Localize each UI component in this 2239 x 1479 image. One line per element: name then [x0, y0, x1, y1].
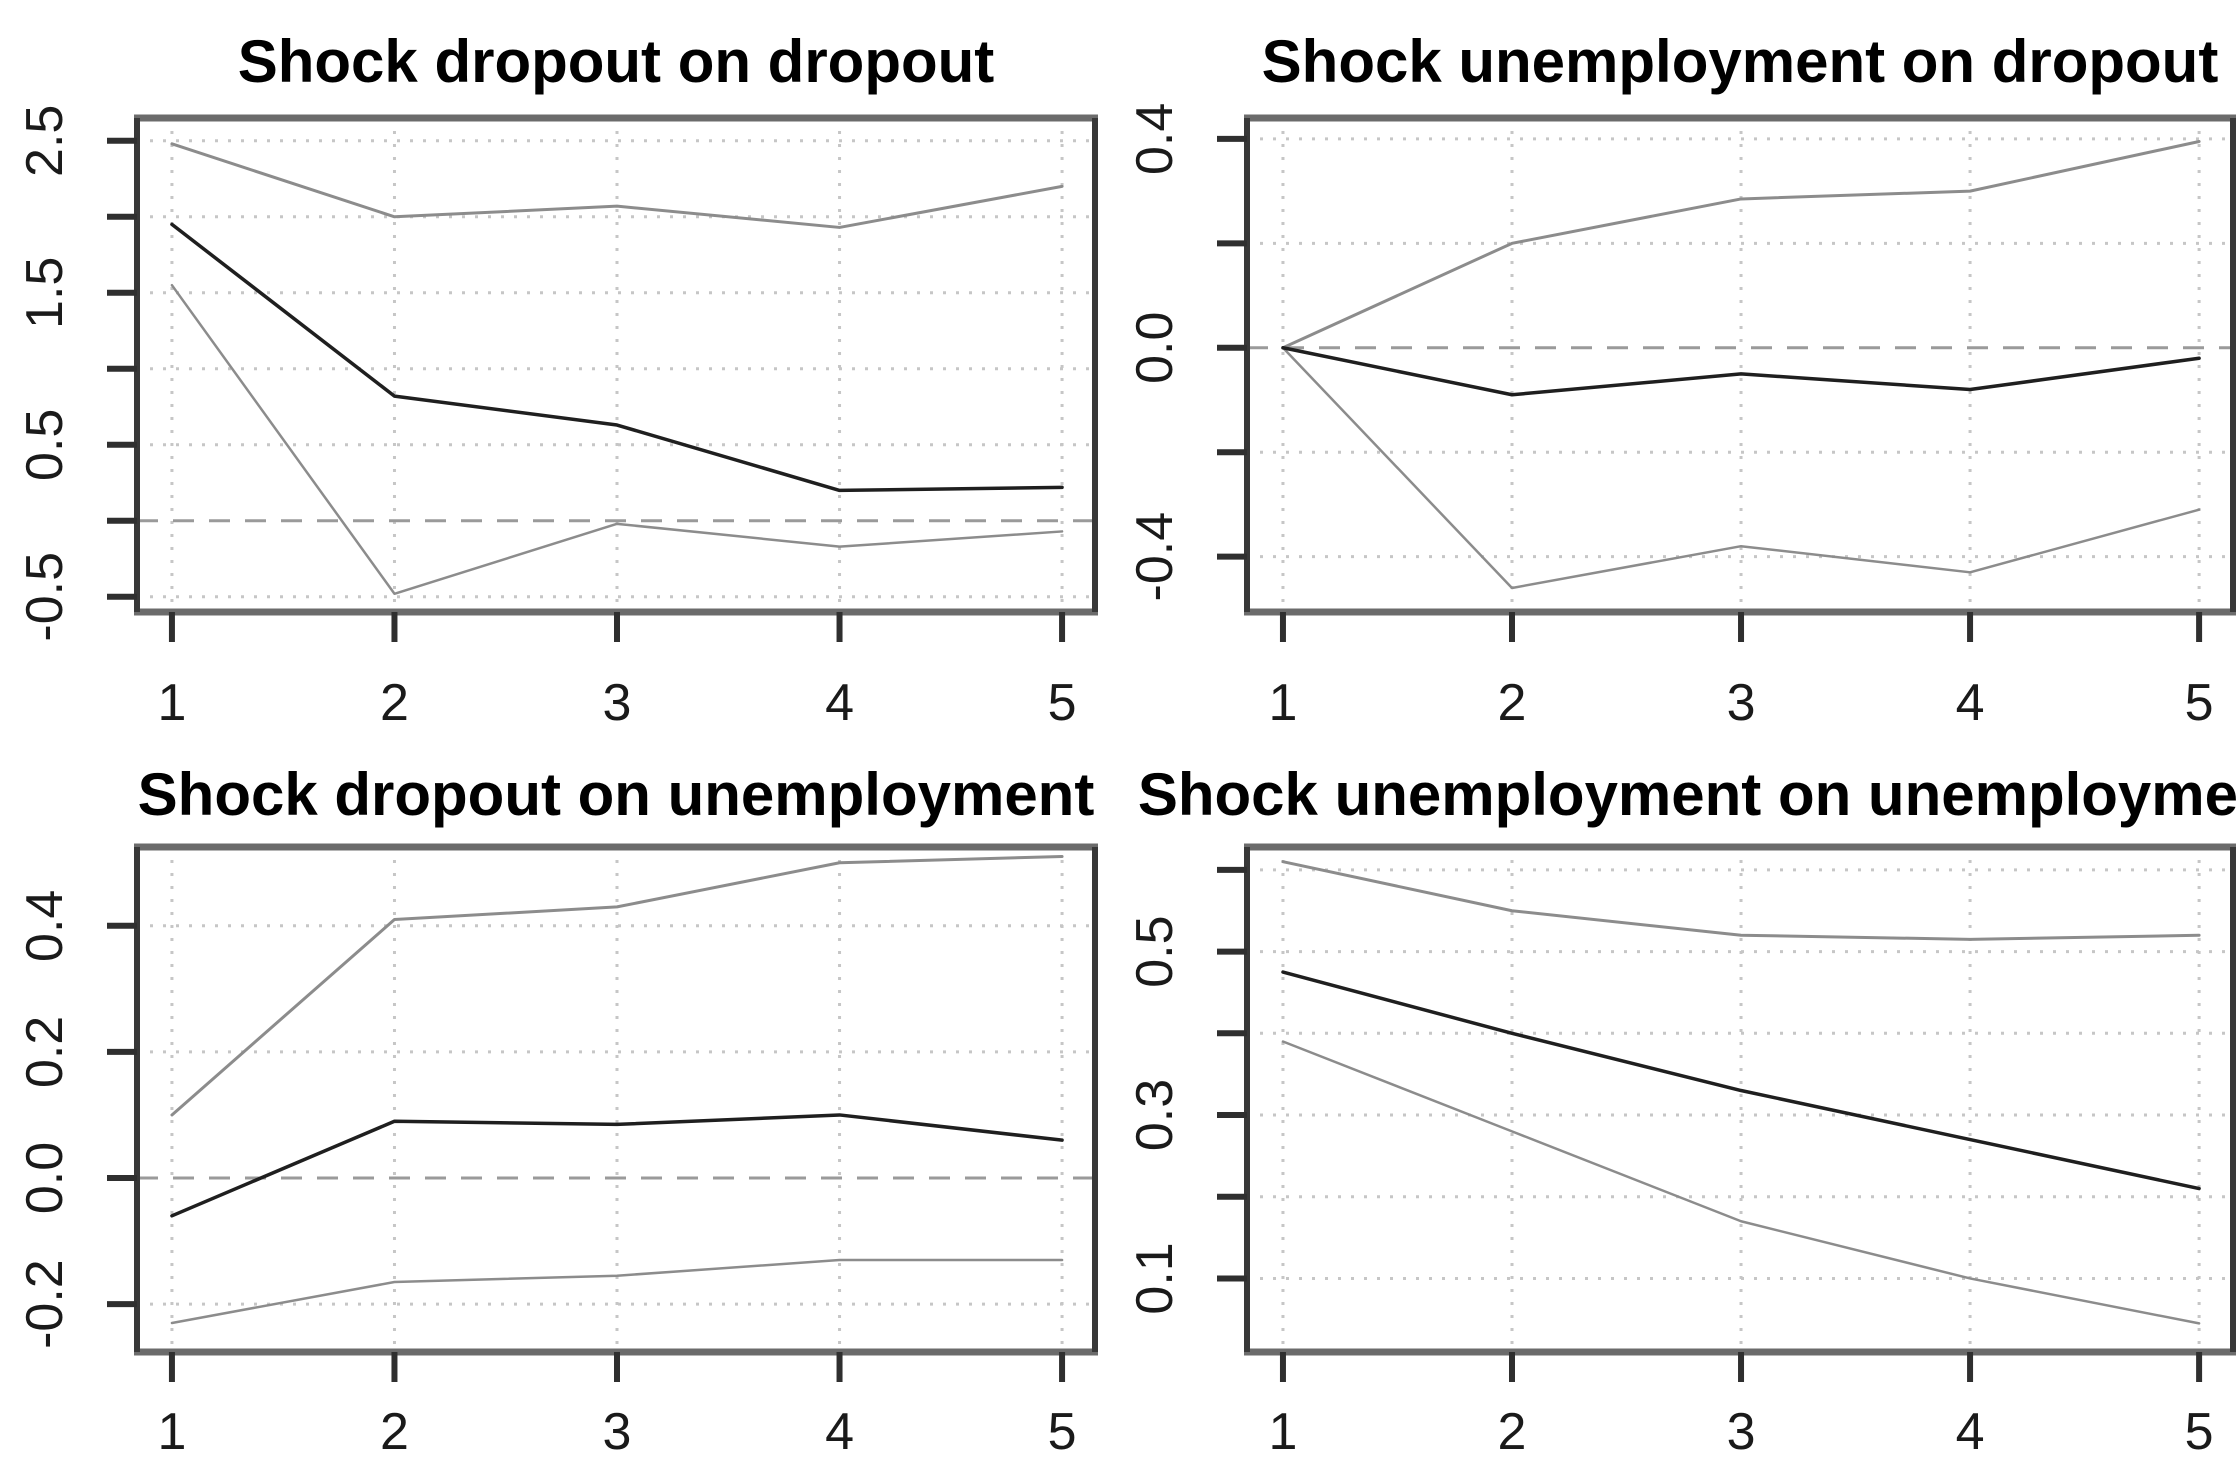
- irf-center-line: [1281, 970, 2201, 1191]
- upper-ci-line: [1281, 860, 2201, 941]
- x-tick-label: 2: [380, 1403, 409, 1461]
- lower-ci-line: [170, 1258, 1064, 1325]
- panel-title: Shock unemployment on dropout: [1262, 28, 2219, 95]
- x-tick-label: 5: [1048, 1403, 1077, 1461]
- panel-shock-unemployment-on-unemployment: 0.1 0.3 0.5 1 2 3 4 5 Shock unemployment on une…: [1126, 761, 2238, 1461]
- x-tick-label: 5: [2185, 1403, 2214, 1461]
- panel-shock-unemployment-on-dropout: -0.4 0.0 0.4 1 2 3 4 5 Shock unemployment on dr…: [1126, 28, 2236, 732]
- y-tick-label: -0.2: [16, 1259, 74, 1349]
- y-tick-label: 0.5: [1126, 915, 1184, 987]
- irf-center-line: [170, 1113, 1064, 1218]
- plot-area-shock-unemployment-on-unemployment: 0.1 0.3 0.5 1 2 3 4 5: [1126, 843, 2236, 1461]
- y-tick-label: -0.4: [1126, 512, 1184, 602]
- y-tick-label: 0.4: [1126, 103, 1184, 175]
- y-tick-label: 0.5: [16, 409, 74, 481]
- x-tick-label: 2: [1498, 1403, 1527, 1461]
- x-tick-label: 4: [1956, 674, 1985, 732]
- panel-title: Shock unemployment on unemployme: [1138, 761, 2238, 828]
- y-tick-label: 0.1: [1126, 1242, 1184, 1314]
- panel-title: Shock dropout on unemployment: [138, 761, 1095, 828]
- upper-ci-line: [1281, 139, 2201, 350]
- x-tick-label: 4: [825, 674, 854, 732]
- x-tick-label: 1: [157, 674, 186, 732]
- plot-area-shock-dropout-on-unemployment: -0.2 0.0 0.2 0.4 1 2 3 4 5: [16, 843, 1098, 1461]
- x-tick-label: 3: [603, 674, 632, 732]
- x-tick-label: 1: [1268, 674, 1297, 732]
- y-tick-label: -0.5: [16, 552, 74, 642]
- y-tick-label: 0.0: [1126, 312, 1184, 384]
- y-tick-label: 2.5: [16, 105, 74, 177]
- x-tick-label: 3: [1727, 674, 1756, 732]
- y-tick-label: 0.2: [16, 1016, 74, 1088]
- irf-center-line: [170, 222, 1064, 493]
- plot-area-shock-dropout-on-dropout: -0.5 0.5 1.5 2.5 1 2 3 4 5: [16, 105, 1098, 732]
- panel-shock-dropout-on-dropout: -0.5 0.5 1.5 2.5 1 2 3 4 5 Shock dropout on drop…: [16, 28, 1098, 732]
- plot-area-shock-unemployment-on-dropout: -0.4 0.0 0.4 1 2 3 4 5: [1126, 103, 2236, 732]
- lower-ci-line: [1281, 346, 2201, 590]
- upper-ci-line: [170, 854, 1064, 1117]
- x-tick-label: 2: [380, 674, 409, 732]
- x-tick-label: 4: [1956, 1403, 1985, 1461]
- lower-ci-line: [170, 283, 1064, 596]
- x-tick-label: 4: [825, 1403, 854, 1461]
- x-tick-label: 1: [157, 1403, 186, 1461]
- y-tick-label: 1.5: [16, 257, 74, 329]
- y-tick-label: 0.0: [16, 1142, 74, 1214]
- x-tick-label: 2: [1498, 674, 1527, 732]
- irf-center-line: [1281, 346, 2201, 397]
- x-tick-label: 5: [1048, 674, 1077, 732]
- panel-title: Shock dropout on dropout: [238, 28, 995, 95]
- x-tick-label: 1: [1268, 1403, 1297, 1461]
- lower-ci-line: [1281, 1040, 2201, 1325]
- upper-ci-line: [170, 142, 1064, 229]
- x-tick-label: 5: [2185, 674, 2214, 732]
- x-tick-label: 3: [1727, 1403, 1756, 1461]
- x-tick-label: 3: [603, 1403, 632, 1461]
- y-tick-label: 0.3: [1126, 1079, 1184, 1151]
- y-tick-label: 0.4: [16, 890, 74, 962]
- panel-shock-dropout-on-unemployment: -0.2 0.0 0.2 0.4 1 2 3 4 5 Shock dropout on unem…: [16, 761, 1098, 1461]
